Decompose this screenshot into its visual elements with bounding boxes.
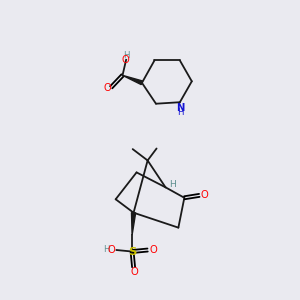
Text: O: O xyxy=(103,83,111,94)
Text: O: O xyxy=(201,190,208,200)
Text: O: O xyxy=(108,245,116,255)
Text: H: H xyxy=(103,244,110,253)
Text: H: H xyxy=(177,108,184,117)
Text: H: H xyxy=(123,51,130,60)
Text: O: O xyxy=(130,267,138,277)
Polygon shape xyxy=(122,75,142,85)
Text: S: S xyxy=(128,247,136,256)
Text: O: O xyxy=(122,55,129,64)
Text: H: H xyxy=(169,180,176,189)
Polygon shape xyxy=(131,213,136,235)
Text: O: O xyxy=(149,245,157,255)
Text: N: N xyxy=(176,103,184,112)
